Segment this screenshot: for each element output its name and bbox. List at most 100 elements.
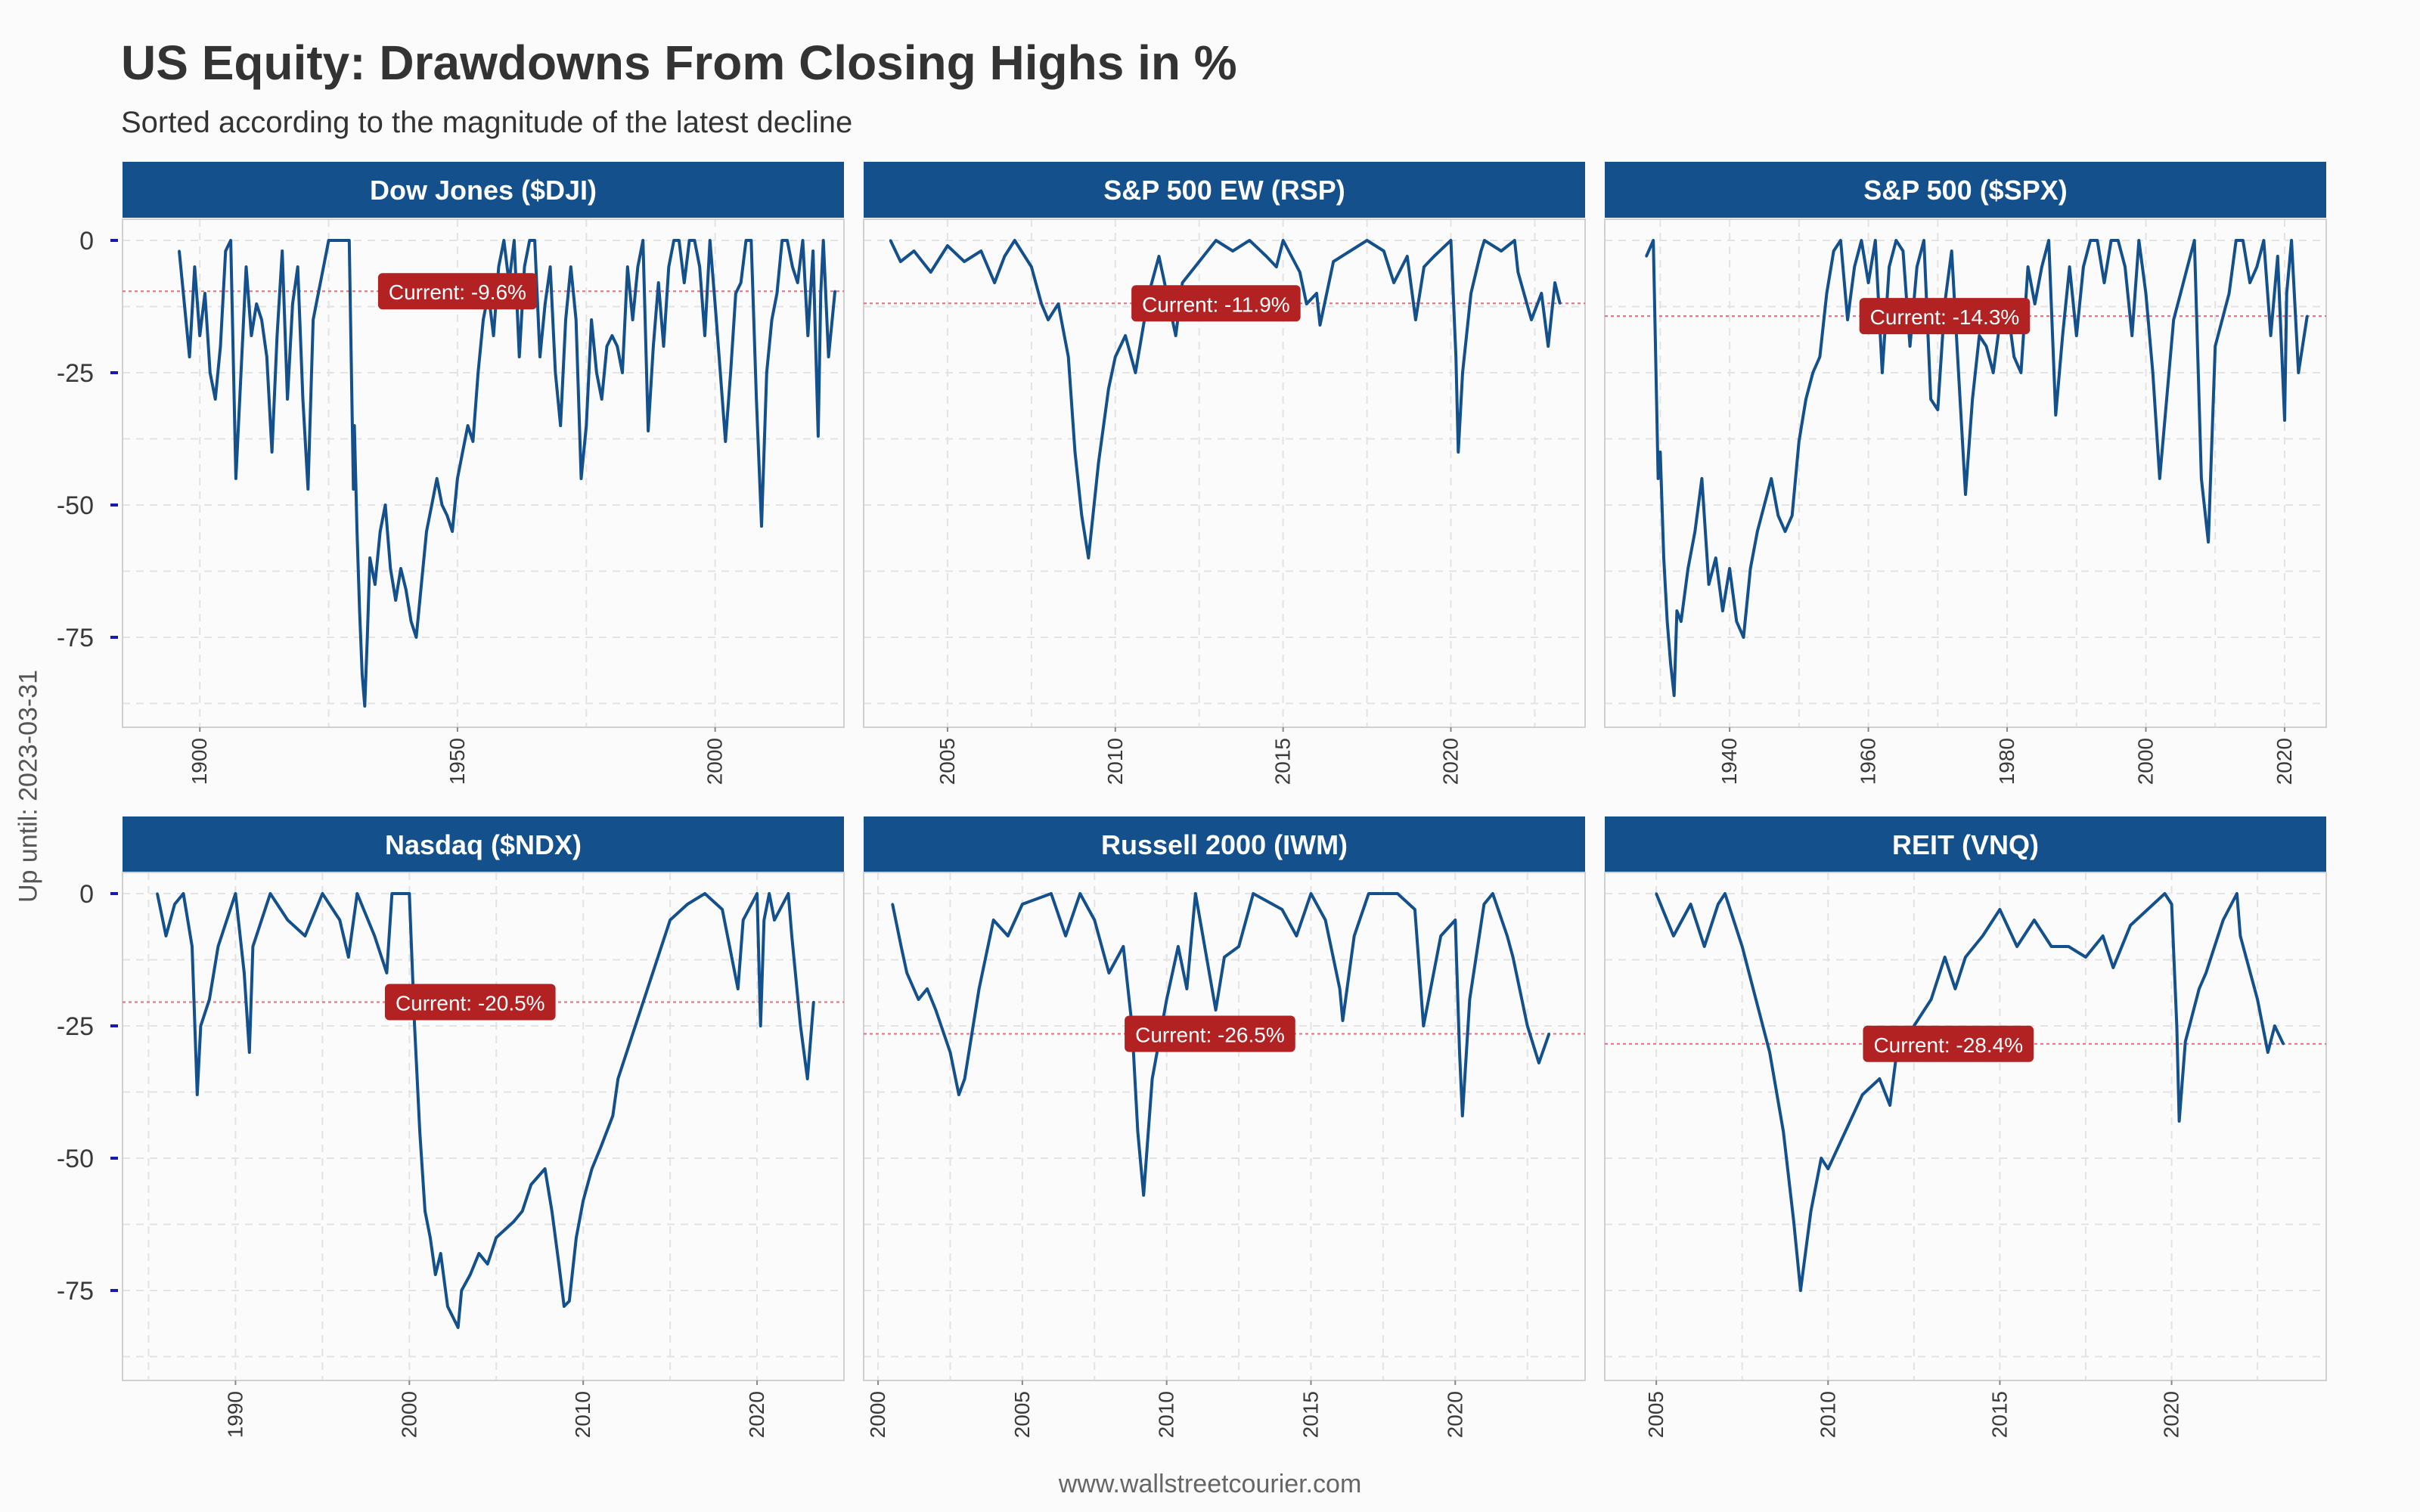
x-tick-label: 1950	[445, 738, 469, 785]
panel-border	[122, 218, 845, 728]
data-point	[1151, 1077, 1154, 1080]
data-point	[605, 345, 609, 348]
data-point	[457, 1326, 460, 1329]
data-point	[414, 636, 418, 639]
data-point	[631, 318, 634, 321]
data-point	[2075, 334, 2078, 337]
data-point	[286, 919, 289, 922]
data-point	[568, 1300, 571, 1303]
data-point	[1537, 1061, 1540, 1064]
data-point	[1721, 609, 1724, 612]
facet-strip-title: Russell 2000 (IWM)	[1101, 829, 1348, 860]
current-label: Current: -14.3%	[1859, 298, 2031, 335]
data-point	[1686, 567, 1689, 570]
data-point	[1657, 477, 1660, 480]
data-point	[1547, 1032, 1550, 1036]
data-point	[1181, 281, 1184, 284]
data-point	[2220, 318, 2224, 321]
data-point	[1087, 556, 1090, 559]
data-point	[2177, 1120, 2181, 1123]
data-point	[1741, 945, 1744, 948]
data-point	[1423, 265, 1426, 268]
data-point	[224, 249, 227, 253]
data-point	[1526, 1024, 1529, 1027]
data-point	[1174, 334, 1177, 337]
data-point	[569, 265, 572, 268]
data-point	[1439, 934, 1442, 937]
data-point	[497, 265, 501, 268]
data-point	[1540, 292, 1543, 295]
facet-panel: REIT (VNQ) 2005 2010 2015 2020 Current: -28.4…	[1604, 816, 2327, 1438]
data-point	[1944, 956, 1947, 959]
data-point	[1332, 260, 1335, 263]
data-point	[1559, 302, 1562, 305]
data-point	[460, 1289, 463, 1292]
data-point	[575, 1236, 578, 1239]
data-point	[1309, 892, 1313, 895]
facet-panel: S&P 500 EW (RSP) 2005 2010 2015 2020 Current:…	[863, 162, 1586, 785]
data-point	[1185, 987, 1188, 990]
data-point	[2163, 892, 2167, 895]
data-point	[1645, 255, 1648, 258]
data-point	[208, 998, 211, 1001]
data-point	[1820, 1157, 1823, 1160]
data-point	[188, 355, 191, 358]
drawdown-line	[178, 239, 837, 708]
data-point	[523, 265, 526, 268]
data-point	[1339, 987, 1342, 990]
facet-strip	[1605, 162, 2326, 218]
data-point	[2285, 292, 2288, 295]
data-point	[1007, 934, 1010, 937]
data-point	[1804, 398, 1807, 401]
data-point	[1782, 1130, 1785, 1133]
current-label-box	[1859, 298, 2031, 335]
x-tick-label: 1960	[1857, 738, 1880, 785]
data-point	[268, 892, 271, 895]
data-point	[1142, 1194, 1145, 1197]
x-tick-label: 2005	[1010, 1391, 1034, 1438]
data-point	[616, 345, 619, 348]
data-point	[471, 440, 474, 443]
data-point	[1097, 461, 1100, 464]
data-point	[191, 945, 194, 948]
data-point	[1909, 345, 1912, 348]
data-point	[2256, 998, 2259, 1001]
data-point	[1984, 345, 1988, 348]
data-point	[1295, 934, 1298, 937]
data-point	[2040, 265, 2043, 268]
facet-panel: Nasdaq ($NDX) 0 -25 -50 -75 1990 2000 2010 2020 C…	[57, 816, 845, 1438]
data-point	[1703, 945, 1706, 948]
data-point	[993, 281, 996, 284]
data-point	[749, 239, 752, 242]
data-point	[1422, 1024, 1425, 1027]
data-point	[439, 1252, 442, 1255]
data-point	[1707, 583, 1711, 586]
data-point	[1846, 318, 1849, 321]
data-point	[1530, 318, 1533, 321]
data-point	[1888, 265, 1891, 268]
data-point	[1500, 249, 1503, 253]
data-point	[234, 892, 237, 895]
x-tick-label: 2020	[745, 1391, 768, 1438]
data-point	[1513, 239, 1516, 242]
data-point	[1214, 1009, 1218, 1012]
data-point	[445, 514, 448, 517]
data-point	[1406, 255, 1409, 258]
data-point	[182, 892, 185, 895]
data-point	[2061, 334, 2065, 337]
data-point	[796, 281, 799, 284]
data-point	[1114, 355, 1117, 358]
data-point	[343, 239, 346, 242]
data-point	[1957, 371, 1960, 374]
data-point	[2110, 239, 2113, 242]
data-point	[611, 1114, 614, 1117]
data-point	[819, 292, 822, 295]
data-point	[1689, 903, 1692, 906]
data-point	[740, 281, 743, 284]
data-point	[1252, 892, 1255, 895]
data-point	[2193, 239, 2196, 242]
data-point	[1134, 371, 1137, 374]
data-point	[2266, 1051, 2270, 1054]
data-point	[502, 239, 505, 242]
